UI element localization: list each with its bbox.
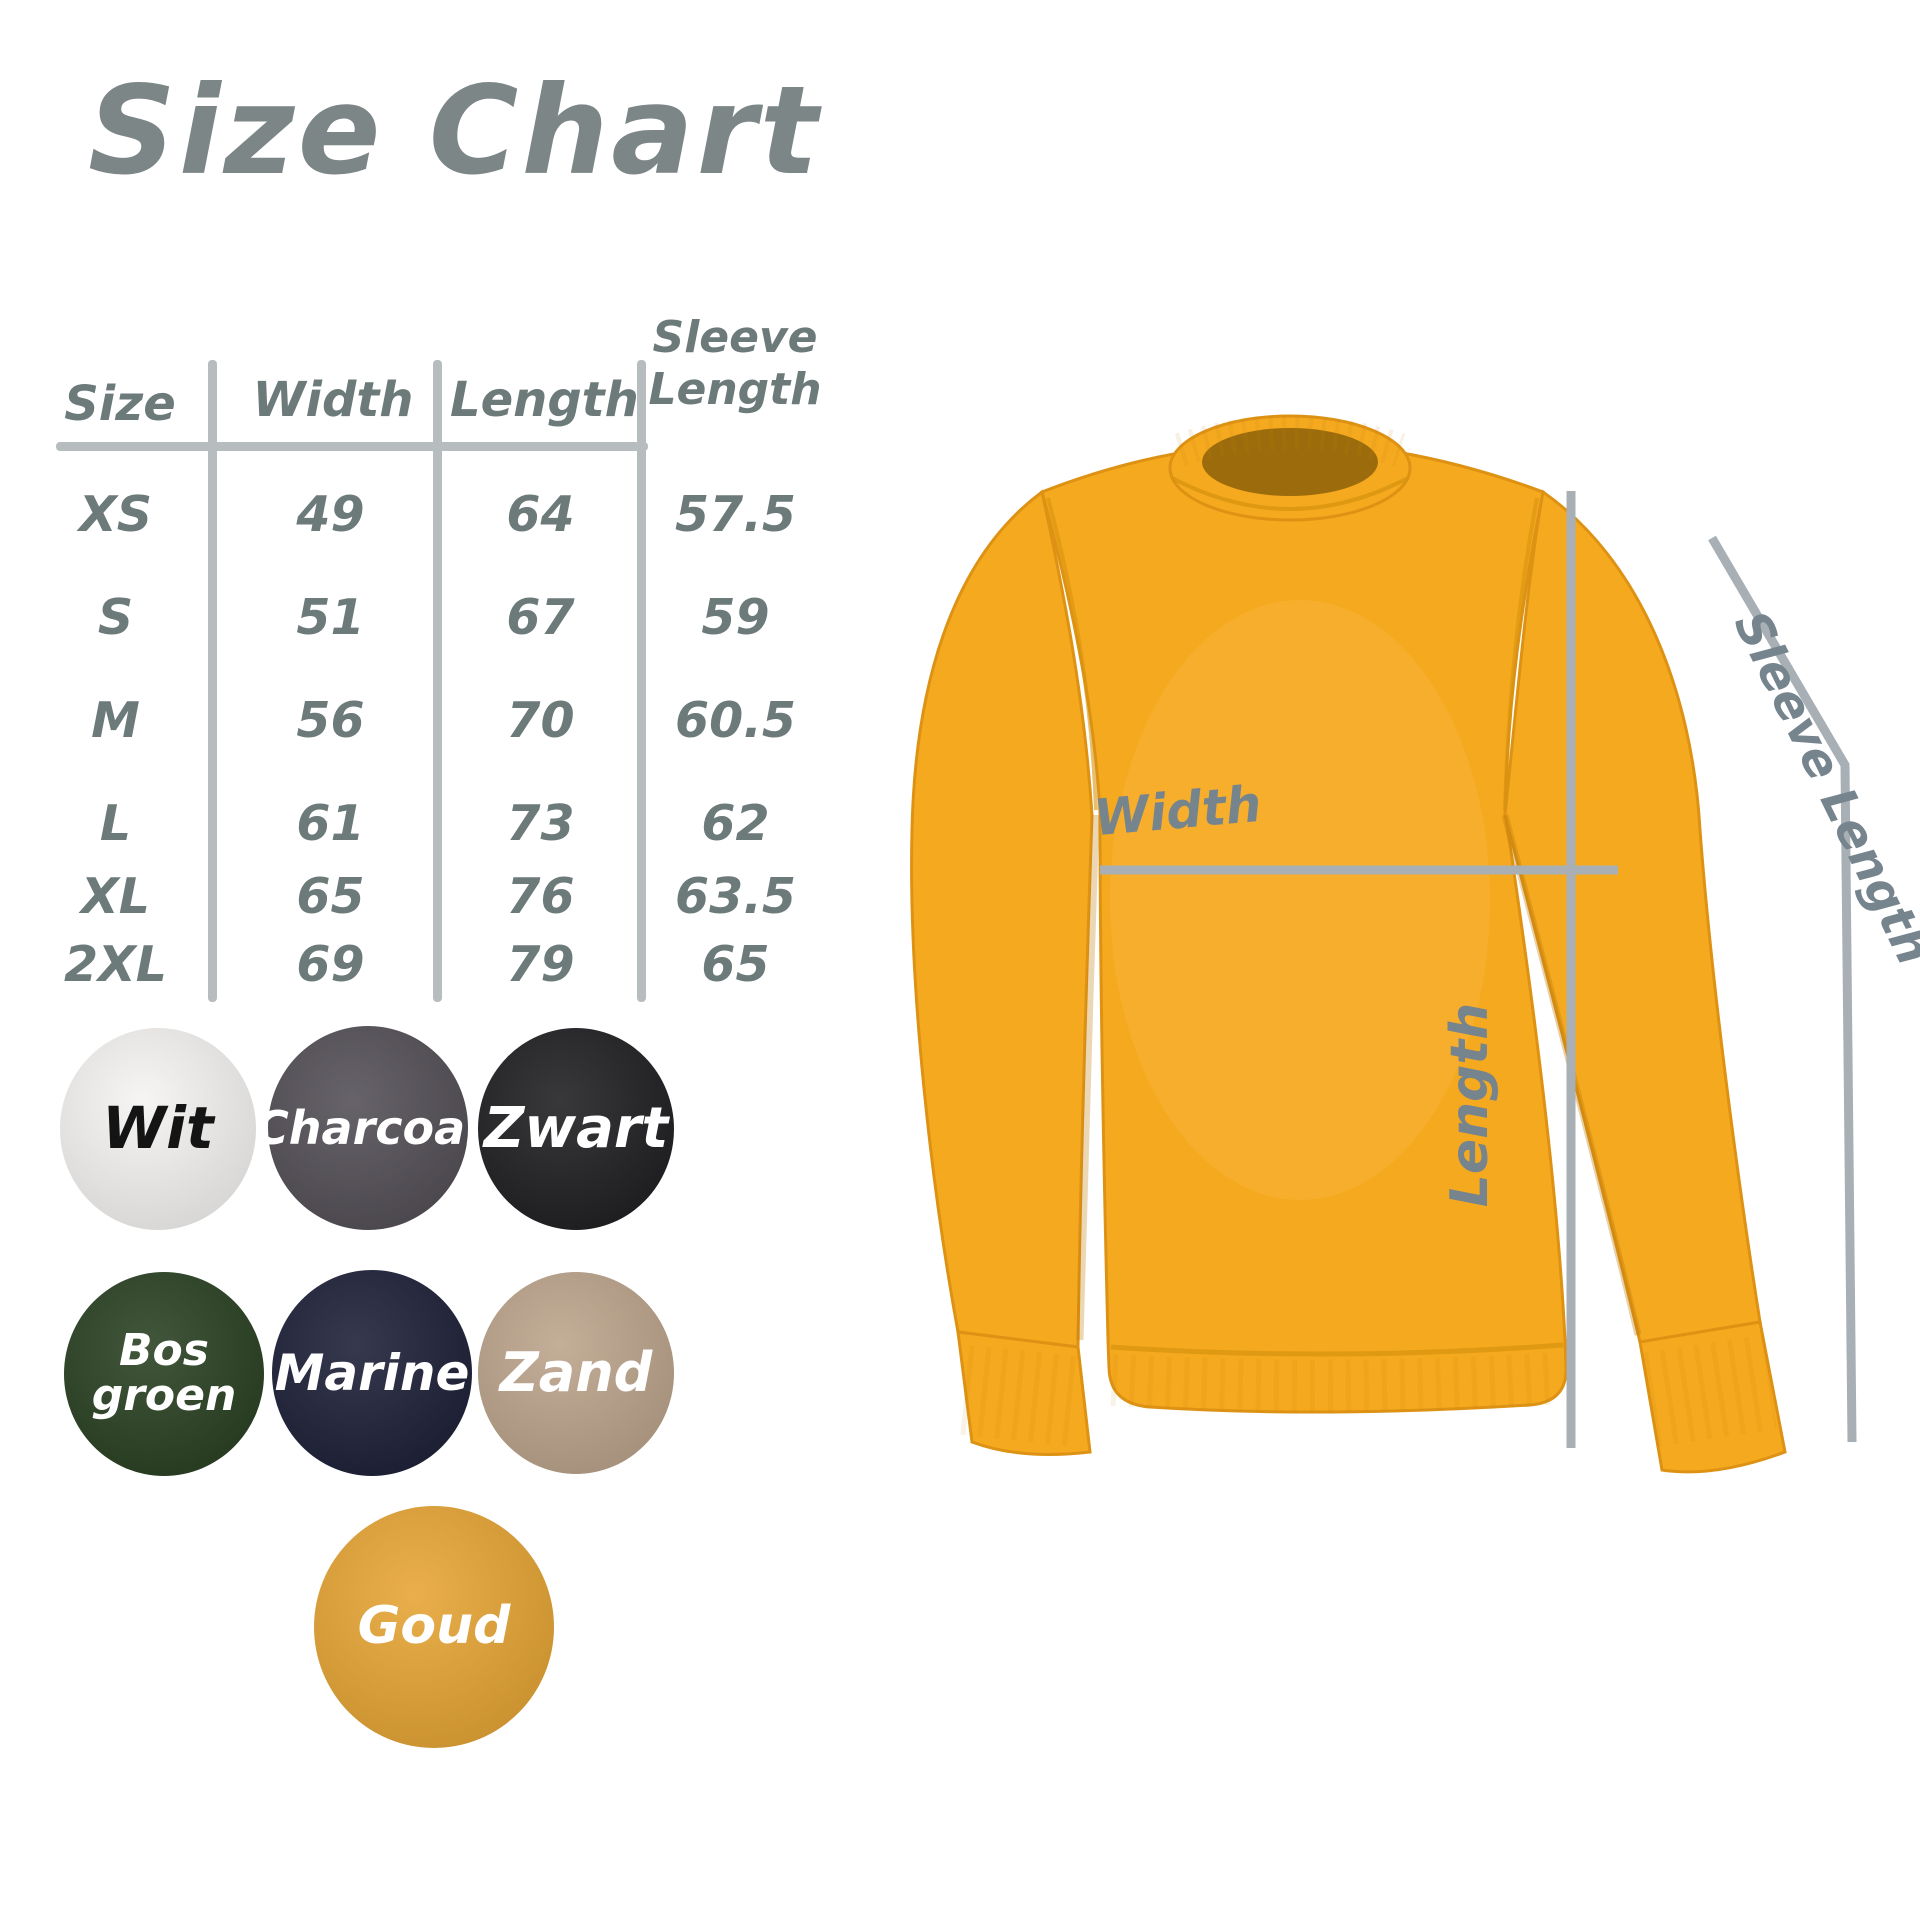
cell-length: 67 bbox=[506, 589, 575, 646]
table-column-divider bbox=[637, 360, 646, 1002]
cell-sleeve: 60.5 bbox=[675, 692, 796, 749]
length-label: Length bbox=[1440, 1003, 1500, 1208]
swatch-goud: Goud bbox=[314, 1506, 554, 1748]
swatch-label: Zwart bbox=[483, 1096, 669, 1162]
swatch-wit: Wit bbox=[60, 1028, 256, 1230]
table-column-divider bbox=[433, 360, 442, 1002]
cell-sleeve: 63.5 bbox=[675, 868, 796, 925]
cell-length: 73 bbox=[506, 795, 575, 852]
cell-sleeve: 62 bbox=[701, 795, 770, 852]
left-sleeve-crease bbox=[1076, 814, 1100, 1341]
cell-size: M bbox=[91, 692, 140, 749]
table-header-size: Size bbox=[64, 376, 176, 432]
cell-length: 70 bbox=[506, 692, 575, 749]
collar-seam bbox=[1171, 476, 1409, 511]
table-header-length: Length bbox=[450, 372, 639, 428]
cell-sleeve: 57.5 bbox=[675, 486, 796, 543]
cell-width: 61 bbox=[296, 795, 365, 852]
cell-sleeve: 59 bbox=[701, 589, 770, 646]
table-row: S 51 67 59 bbox=[8, 583, 828, 653]
table-row: XL 65 76 63.5 bbox=[8, 862, 828, 932]
cell-width: 51 bbox=[296, 589, 365, 646]
cell-length: 79 bbox=[506, 936, 575, 993]
hem-seam bbox=[1110, 1342, 1564, 1357]
table-row: L 61 73 62 bbox=[8, 789, 828, 859]
table-column-divider bbox=[208, 360, 217, 1002]
swatch-label: Wit bbox=[102, 1094, 214, 1163]
swatch-label: Goud bbox=[357, 1596, 511, 1657]
left-cuff bbox=[956, 1330, 1092, 1456]
table-row: M 56 70 60.5 bbox=[8, 686, 828, 756]
table-row: 2XL 69 79 65 bbox=[8, 930, 828, 1000]
sweatshirt-illustration: Width Length Sleeve Length bbox=[910, 414, 1920, 1474]
cell-length: 76 bbox=[506, 868, 575, 925]
left-armhole-seam bbox=[1046, 497, 1098, 811]
sleeve-length-label: Sleeve Length bbox=[1723, 602, 1920, 973]
cell-size: XS bbox=[78, 486, 153, 543]
cell-size: 2XL bbox=[63, 936, 168, 993]
sleeve-measure-line bbox=[1708, 535, 1857, 1443]
right-armhole-seam bbox=[1503, 497, 1539, 811]
cell-width: 49 bbox=[296, 486, 365, 543]
swatch-zand: Zand bbox=[478, 1272, 674, 1474]
table-header-sleeve-line2: Length bbox=[648, 364, 822, 415]
cell-width: 69 bbox=[296, 936, 365, 993]
cell-size: L bbox=[99, 795, 132, 852]
cell-width: 65 bbox=[296, 868, 365, 925]
page-title: Size Chart bbox=[88, 60, 822, 202]
fabric-highlight bbox=[1110, 600, 1490, 1200]
swatch-label: Charcoal bbox=[255, 1100, 481, 1155]
swatch-bos-groen: Bos groen bbox=[64, 1272, 264, 1476]
cell-length: 64 bbox=[506, 486, 575, 543]
swatch-label: Zand bbox=[499, 1341, 653, 1405]
neck-opening bbox=[1202, 428, 1378, 496]
cell-sleeve: 65 bbox=[701, 936, 770, 993]
collar-rib bbox=[1174, 415, 1406, 467]
left-cuff-rib bbox=[960, 1345, 1088, 1447]
swatch-label: Bos groen bbox=[91, 1325, 237, 1421]
table-header-width: Width bbox=[252, 372, 414, 428]
right-cuff-rib bbox=[1642, 1335, 1778, 1447]
cell-width: 56 bbox=[296, 692, 365, 749]
sweatshirt-body bbox=[1040, 440, 1568, 1414]
table-row: XS 49 64 57.5 bbox=[8, 480, 828, 550]
swatch-marine: Marine bbox=[272, 1270, 472, 1476]
right-cuff bbox=[1638, 1320, 1787, 1474]
table-header-underline bbox=[56, 442, 648, 451]
sweatshirt-left-sleeve bbox=[910, 489, 1094, 1349]
swatch-zwart: Zwart bbox=[478, 1028, 674, 1230]
swatch-label: Marine bbox=[274, 1343, 470, 1402]
table-header-sleeve-line1: Sleeve bbox=[652, 312, 818, 363]
cell-size: S bbox=[97, 589, 134, 646]
right-sleeve-crease bbox=[1501, 814, 1642, 1336]
swatch-charcoal: Charcoal bbox=[255, 1026, 481, 1230]
cell-size: XL bbox=[80, 868, 150, 925]
